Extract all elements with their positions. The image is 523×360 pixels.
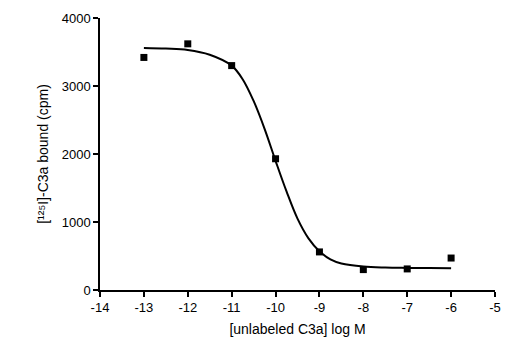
svg-text:[unlabeled C3a] log M: [unlabeled C3a] log M bbox=[229, 321, 365, 337]
svg-text:-6: -6 bbox=[445, 300, 457, 315]
svg-text:-11: -11 bbox=[223, 300, 241, 315]
svg-text:-10: -10 bbox=[266, 300, 285, 315]
svg-text:-13: -13 bbox=[134, 300, 153, 315]
svg-text:-14: -14 bbox=[91, 300, 110, 315]
svg-text:-12: -12 bbox=[178, 300, 197, 315]
svg-text:1000: 1000 bbox=[62, 215, 91, 230]
svg-text:2000: 2000 bbox=[62, 147, 91, 162]
svg-text:-8: -8 bbox=[358, 300, 370, 315]
svg-text:4000: 4000 bbox=[62, 11, 91, 26]
svg-text:-9: -9 bbox=[314, 300, 326, 315]
svg-text:3000: 3000 bbox=[62, 79, 91, 94]
svg-text:[¹²⁵I]-C3a bound (cpm): [¹²⁵I]-C3a bound (cpm) bbox=[35, 84, 51, 224]
svg-text:-5: -5 bbox=[489, 300, 501, 315]
svg-text:0: 0 bbox=[83, 283, 90, 298]
svg-text:-7: -7 bbox=[401, 300, 413, 315]
